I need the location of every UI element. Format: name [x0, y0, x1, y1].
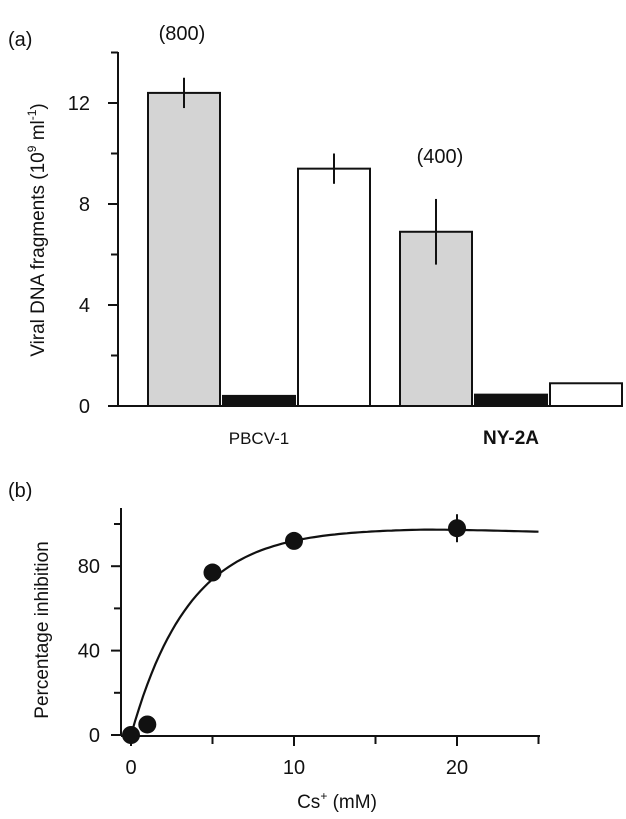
- bar: [297, 167, 371, 407]
- panel-a-y-tick-label: 0: [79, 396, 90, 418]
- annotation-800: (800): [159, 23, 206, 45]
- bar: [147, 91, 221, 408]
- data-point: [138, 715, 157, 734]
- panel-b-scatter-chart: (b) Percentage inhibition Cs+ (mM) 0 40 80…: [8, 480, 540, 813]
- category-label: PBCV-1: [229, 429, 289, 448]
- panel-b-x-tick-label: 10: [283, 757, 305, 779]
- bar: [474, 393, 548, 408]
- fit-curve: [129, 528, 539, 736]
- panel-a-label: (a): [8, 29, 32, 51]
- bar: [222, 394, 296, 407]
- panel-b-label: (b): [8, 480, 32, 502]
- annotation-400: (400): [417, 146, 464, 168]
- panel-b-marks: [122, 514, 539, 744]
- panel-b-x-tick-label: 0: [125, 757, 136, 779]
- panel-b-axes: 0 40 80 0 10 20: [78, 508, 540, 779]
- panel-b-y-tick-label: 0: [89, 725, 100, 747]
- panel-a-bars: [147, 77, 623, 408]
- panel-a-y-tick-label: 12: [68, 93, 90, 115]
- panel-a-y-tick-label: 8: [79, 194, 90, 216]
- data-point: [122, 726, 140, 744]
- panel-b-y-tick-label: 80: [78, 556, 100, 578]
- data-point: [203, 563, 222, 582]
- panel-b-y-tick-label: 40: [78, 641, 100, 663]
- panel-b-x-tick-label: 20: [446, 757, 468, 779]
- panel-a-y-axis-title: Viral DNA fragments (109 ml-1): [25, 103, 49, 357]
- panel-b-x-axis-title: Cs+ (mM): [297, 789, 377, 813]
- panel-a-y-tick-label: 4: [79, 295, 90, 317]
- bar: [549, 382, 623, 407]
- panel-a-bar-chart: (a) Viral DNA fragments (109 ml-1) 0 4 8 12…: [8, 23, 623, 449]
- category-label: NY-2A: [483, 428, 539, 449]
- panel-b-y-axis-title: Percentage inhibition: [32, 541, 53, 718]
- data-point: [285, 531, 303, 550]
